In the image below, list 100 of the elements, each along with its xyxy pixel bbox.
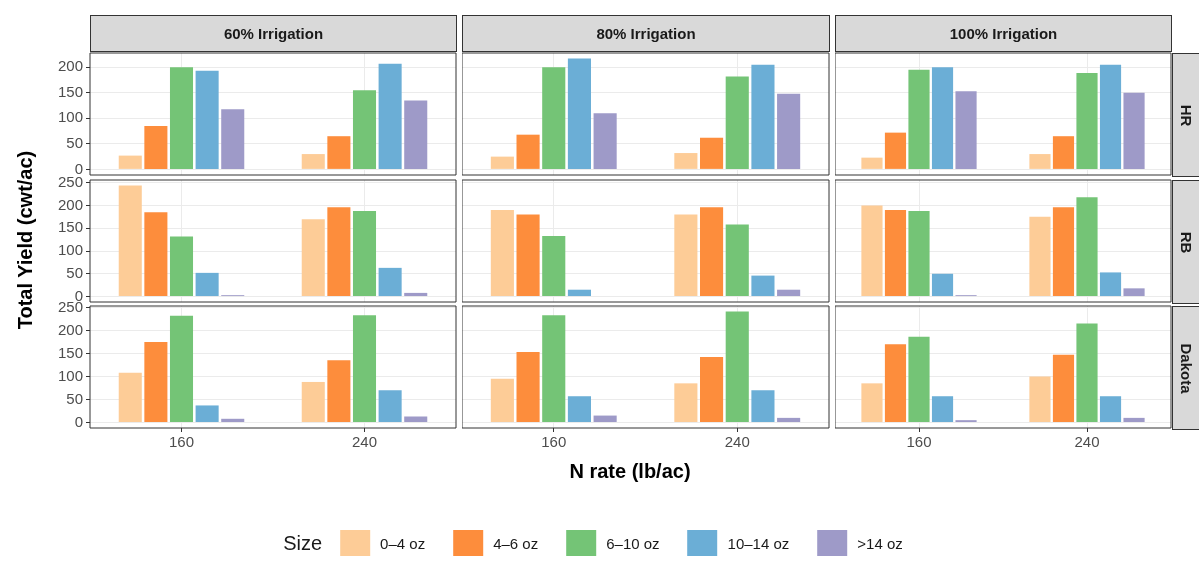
- y-tick-label: 150: [57, 218, 83, 236]
- bar: [725, 311, 749, 422]
- bar: [1123, 288, 1145, 297]
- bar: [931, 396, 954, 422]
- x-tick-label: 240: [724, 433, 750, 451]
- bar: [1029, 154, 1051, 169]
- bar: [908, 336, 930, 422]
- bar: [861, 383, 883, 422]
- bar: [378, 390, 402, 422]
- bar: [542, 315, 566, 422]
- y-axis-title: Total Yield (cwt/ac): [13, 150, 37, 330]
- bar: [144, 341, 168, 422]
- bar: [490, 210, 514, 297]
- bar: [751, 64, 775, 169]
- bar: [725, 224, 749, 297]
- bar: [861, 157, 883, 169]
- y2-axis-title: HR: [1177, 104, 1195, 126]
- bar: [516, 214, 540, 297]
- bar: [700, 207, 724, 297]
- bar: [1052, 354, 1075, 422]
- legend-label: 10–14 oz: [727, 534, 790, 552]
- bar: [352, 210, 377, 297]
- bar: [404, 100, 428, 169]
- bar: [593, 113, 617, 169]
- chart-title: 100% Irrigation: [835, 15, 1172, 52]
- bar: [1029, 376, 1051, 422]
- bar: [1123, 92, 1145, 169]
- bar: [118, 185, 142, 297]
- y-tick-label: 50: [66, 134, 83, 151]
- bar: [908, 210, 930, 297]
- x-axis-title: N rate (lb/ac): [569, 459, 691, 483]
- bar: [884, 132, 907, 169]
- bar: [567, 396, 591, 422]
- bar: [751, 275, 775, 297]
- x-tick-label: 160: [541, 433, 567, 451]
- bar: [908, 69, 930, 169]
- bar: [404, 292, 428, 297]
- bar: [327, 136, 351, 169]
- bar: [221, 418, 245, 422]
- y-tick-label: 200: [57, 320, 83, 338]
- legend-label: 4–6 oz: [493, 534, 539, 552]
- y-tick-label: 0: [74, 159, 83, 177]
- bar: [931, 67, 954, 169]
- bar: [674, 383, 698, 422]
- bar: [567, 289, 591, 297]
- bar: [490, 378, 514, 422]
- bar: [1099, 396, 1122, 422]
- bar: [1052, 136, 1075, 169]
- bar: [144, 126, 168, 169]
- bar: [301, 381, 325, 422]
- bar: [542, 67, 566, 169]
- bar: [516, 352, 540, 422]
- bar: [674, 214, 698, 297]
- bar: [674, 153, 698, 169]
- legend-label: 6–10 oz: [606, 534, 660, 552]
- y-tick-label: 50: [66, 263, 83, 281]
- bar: [404, 416, 428, 422]
- bar: [1123, 417, 1145, 422]
- y2-axis-title: Dakota: [1178, 342, 1195, 394]
- bar: [1029, 216, 1051, 297]
- bar: [861, 205, 883, 297]
- y-tick-label: 50: [66, 389, 83, 407]
- bar: [700, 357, 724, 422]
- bar: [169, 315, 194, 422]
- bar: [195, 272, 219, 297]
- bar: [777, 93, 801, 169]
- y-tick-label: 150: [57, 343, 83, 361]
- y-tick-label: 150: [57, 82, 83, 100]
- y-tick-label: 100: [57, 108, 83, 126]
- bar: [327, 360, 351, 422]
- bar: [352, 315, 377, 422]
- bar: [195, 405, 219, 422]
- bar: [144, 212, 168, 297]
- bar: [1099, 272, 1122, 297]
- bar: [777, 289, 801, 297]
- bar: [1052, 207, 1075, 297]
- bar: [542, 235, 566, 297]
- bar: [884, 344, 907, 422]
- bar: [751, 390, 775, 422]
- bar: [378, 267, 402, 297]
- bar: [567, 58, 591, 169]
- x-tick-label: 160: [168, 433, 195, 451]
- y-tick-label: 100: [57, 366, 83, 384]
- bar: [301, 219, 325, 297]
- legend-label: 0–4 oz: [380, 534, 426, 552]
- bar: [221, 109, 245, 169]
- bar: [1099, 64, 1122, 169]
- x-tick-label: 240: [1074, 433, 1100, 451]
- x-tick-label: 240: [351, 433, 378, 451]
- y-tick-label: 200: [57, 195, 83, 213]
- bar: [327, 207, 351, 297]
- bar: [700, 137, 724, 169]
- bar: [1076, 197, 1098, 297]
- y-tick-label: 100: [57, 241, 83, 259]
- bar: [169, 236, 194, 297]
- chart-title: 80% Irrigation: [462, 15, 830, 52]
- y-tick-label: 200: [57, 57, 83, 75]
- bar: [118, 155, 142, 169]
- bar: [1076, 72, 1098, 169]
- bar: [725, 76, 749, 169]
